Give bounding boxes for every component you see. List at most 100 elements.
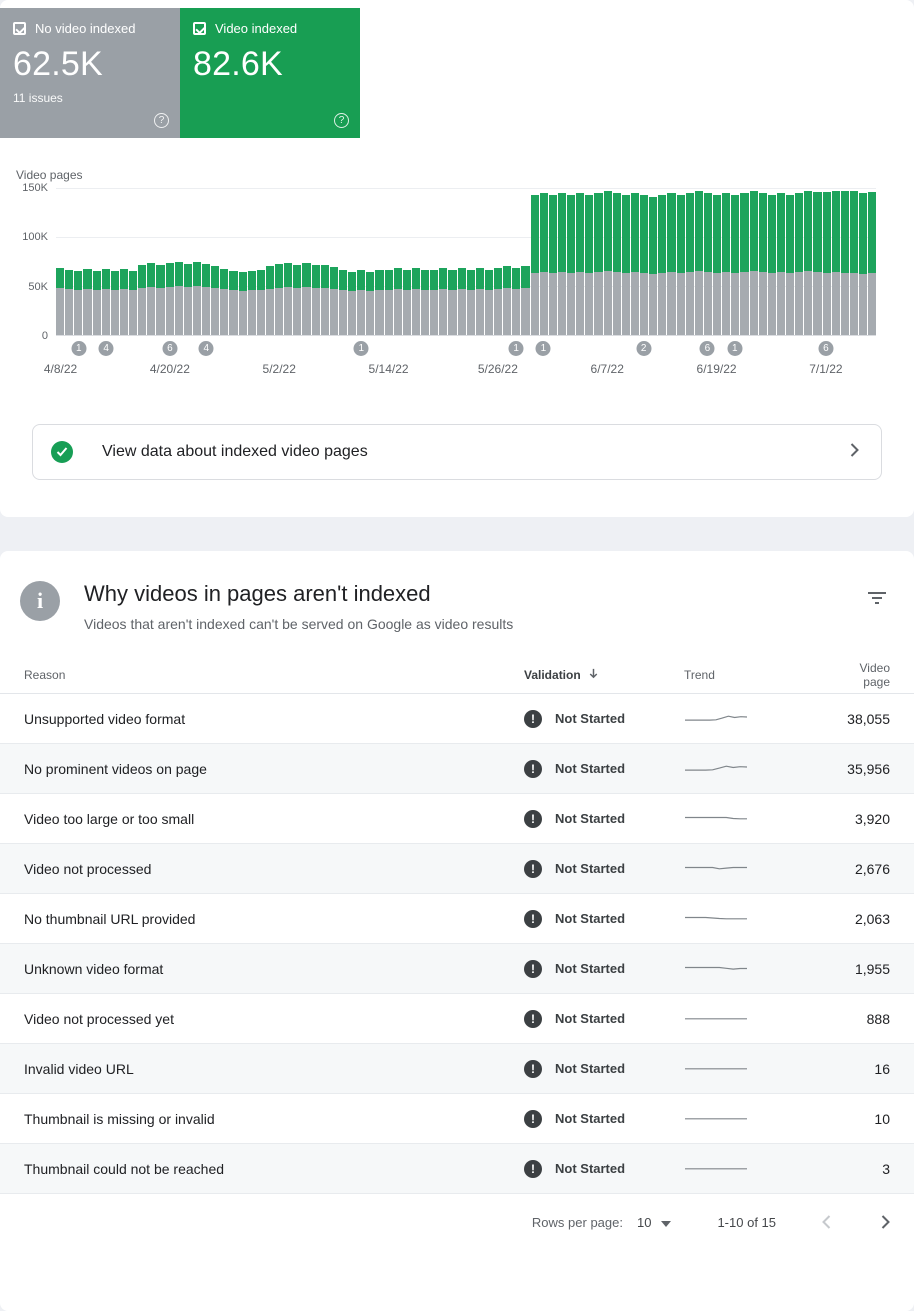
- chart-bar[interactable]: [411, 188, 420, 335]
- chart-bar[interactable]: [703, 188, 712, 335]
- chart-bar[interactable]: [667, 188, 676, 335]
- chart-bar[interactable]: [138, 188, 147, 335]
- chart-bar[interactable]: [393, 188, 402, 335]
- issue-count-badge[interactable]: 1: [71, 341, 87, 356]
- chart-bar[interactable]: [384, 188, 393, 335]
- chart-bar[interactable]: [557, 188, 566, 335]
- chart-bar[interactable]: [156, 188, 165, 335]
- chart-bar[interactable]: [685, 188, 694, 335]
- issue-row[interactable]: Video too large or too small! Not Started…: [0, 794, 914, 844]
- issue-row[interactable]: Video not processed! Not Started 2,676: [0, 844, 914, 894]
- chart-bar[interactable]: [83, 188, 92, 335]
- chart-bar[interactable]: [119, 188, 128, 335]
- chart-bar[interactable]: [338, 188, 347, 335]
- chart-bar[interactable]: [621, 188, 630, 335]
- chevron-right-icon[interactable]: [850, 442, 859, 462]
- chart-bar[interactable]: [548, 188, 557, 335]
- chart-bar[interactable]: [567, 188, 576, 335]
- chart-bar[interactable]: [256, 188, 265, 335]
- issue-count-badge[interactable]: 6: [818, 341, 834, 356]
- chart-bar[interactable]: [293, 188, 302, 335]
- issue-count-badge[interactable]: 6: [162, 341, 178, 356]
- chart-bar[interactable]: [612, 188, 621, 335]
- help-icon[interactable]: ?: [154, 113, 169, 128]
- issue-count-badge[interactable]: 1: [508, 341, 524, 356]
- stat-box-no-video-indexed[interactable]: No video indexed 62.5K 11 issues ?: [0, 8, 180, 138]
- chart-bar[interactable]: [439, 188, 448, 335]
- chart-bar[interactable]: [183, 188, 192, 335]
- issue-row[interactable]: Unsupported video format! Not Started 38,0…: [0, 694, 914, 744]
- chart-bar[interactable]: [868, 188, 877, 335]
- chart-bar[interactable]: [484, 188, 493, 335]
- checkbox-checked-icon[interactable]: [13, 22, 26, 35]
- chart-bar[interactable]: [147, 188, 156, 335]
- chart-bar[interactable]: [375, 188, 384, 335]
- chart-bar[interactable]: [758, 188, 767, 335]
- issue-count-badge[interactable]: 1: [353, 341, 369, 356]
- chart-bar[interactable]: [165, 188, 174, 335]
- issue-count-badge[interactable]: 2: [636, 341, 652, 356]
- chart-bar[interactable]: [713, 188, 722, 335]
- chart-bar[interactable]: [101, 188, 110, 335]
- chart-bar[interactable]: [65, 188, 74, 335]
- chart-bar[interactable]: [831, 188, 840, 335]
- chart-bar[interactable]: [859, 188, 868, 335]
- chart-bar[interactable]: [585, 188, 594, 335]
- chart-bar[interactable]: [512, 188, 521, 335]
- chart-bar[interactable]: [649, 188, 658, 335]
- issue-row[interactable]: Invalid video URL! Not Started 16: [0, 1044, 914, 1094]
- chart-bar[interactable]: [275, 188, 284, 335]
- chart-bar[interactable]: [430, 188, 439, 335]
- filter-icon[interactable]: [864, 587, 890, 614]
- chart-bar[interactable]: [576, 188, 585, 335]
- chart-bar[interactable]: [74, 188, 83, 335]
- chart-bar[interactable]: [640, 188, 649, 335]
- chart-bar[interactable]: [840, 188, 849, 335]
- chart-bar[interactable]: [795, 188, 804, 335]
- issue-row[interactable]: No prominent videos on page! Not Started 3…: [0, 744, 914, 794]
- chart-bar[interactable]: [494, 188, 503, 335]
- stat-box-video-indexed[interactable]: Video indexed 82.6K ?: [180, 8, 360, 138]
- chart-bar[interactable]: [366, 188, 375, 335]
- chart-bar[interactable]: [284, 188, 293, 335]
- chart-bar[interactable]: [421, 188, 430, 335]
- chart-bar[interactable]: [767, 188, 776, 335]
- issue-row[interactable]: Thumbnail is missing or invalid! Not Star…: [0, 1094, 914, 1144]
- chart-bar[interactable]: [503, 188, 512, 335]
- chart-bar[interactable]: [457, 188, 466, 335]
- chart-bar[interactable]: [211, 188, 220, 335]
- checkbox-checked-icon[interactable]: [193, 22, 206, 35]
- chart-bar[interactable]: [110, 188, 119, 335]
- chart-bar[interactable]: [849, 188, 858, 335]
- previous-page-button[interactable]: [818, 1211, 835, 1233]
- chart-bar[interactable]: [466, 188, 475, 335]
- chart-bar[interactable]: [220, 188, 229, 335]
- chart-bar[interactable]: [265, 188, 274, 335]
- chart-bar[interactable]: [174, 188, 183, 335]
- issue-count-badge[interactable]: 6: [699, 341, 715, 356]
- chart-bar[interactable]: [311, 188, 320, 335]
- chart-bar[interactable]: [320, 188, 329, 335]
- rows-per-page-select[interactable]: 10: [637, 1215, 672, 1230]
- next-page-button[interactable]: [877, 1211, 894, 1233]
- chart-bar[interactable]: [786, 188, 795, 335]
- column-header-reason[interactable]: Reason: [24, 667, 66, 682]
- column-header-video-page[interactable]: Video page: [859, 660, 890, 689]
- chart-bar[interactable]: [521, 188, 530, 335]
- issue-row[interactable]: Video not processed yet! Not Started 888: [0, 994, 914, 1044]
- chart-bar[interactable]: [722, 188, 731, 335]
- issue-count-badge[interactable]: 1: [727, 341, 743, 356]
- chart-bar[interactable]: [731, 188, 740, 335]
- chart-bar[interactable]: [448, 188, 457, 335]
- issue-count-badge[interactable]: 1: [535, 341, 551, 356]
- help-icon[interactable]: ?: [334, 113, 349, 128]
- chart-bar[interactable]: [92, 188, 101, 335]
- chart-bar[interactable]: [776, 188, 785, 335]
- issue-row[interactable]: No thumbnail URL provided! Not Started 2,0…: [0, 894, 914, 944]
- chart-bar[interactable]: [804, 188, 813, 335]
- chart-bar[interactable]: [539, 188, 548, 335]
- chart-bar[interactable]: [357, 188, 366, 335]
- chart-bar[interactable]: [56, 188, 65, 335]
- chart-bar[interactable]: [302, 188, 311, 335]
- chart-bar[interactable]: [247, 188, 256, 335]
